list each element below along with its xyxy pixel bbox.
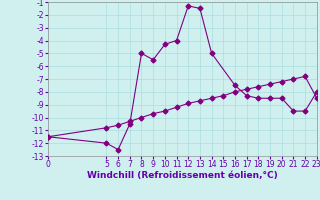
X-axis label: Windchill (Refroidissement éolien,°C): Windchill (Refroidissement éolien,°C): [87, 171, 278, 180]
